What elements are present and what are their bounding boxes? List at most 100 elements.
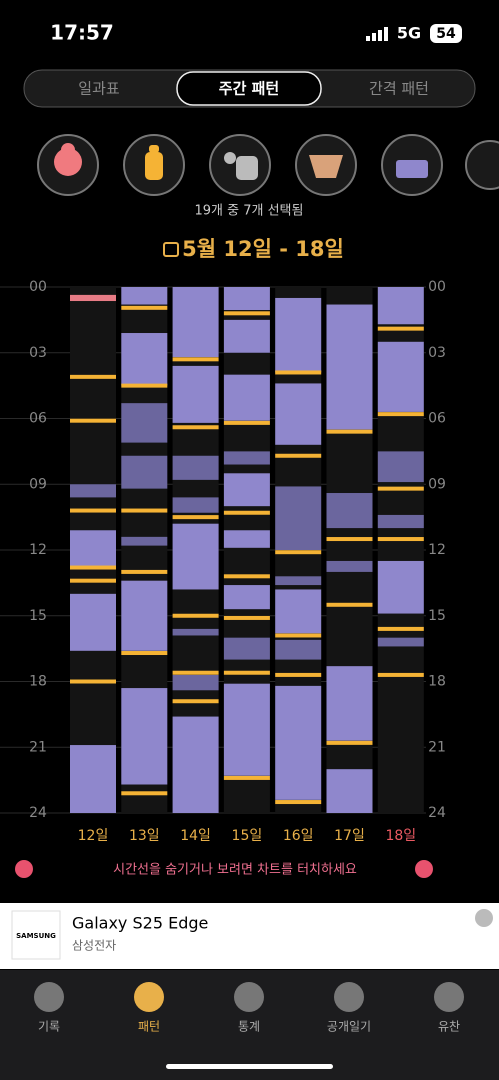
ad-logo [11, 910, 61, 960]
sleep-block [326, 666, 373, 741]
feed-mark [121, 305, 168, 310]
date-range: 5월 12일 - 18일 [182, 237, 344, 261]
feed-mark [121, 508, 168, 513]
sleep-block [275, 297, 322, 373]
y-tick-label: 09 [29, 476, 47, 492]
nap-block [275, 576, 322, 586]
day-label: 17일 [334, 828, 365, 844]
nap-block [377, 514, 424, 529]
y-tick-label: 00 [428, 279, 446, 295]
nap-block [172, 674, 219, 691]
feed-mark [377, 326, 424, 331]
sleep-block [172, 365, 219, 423]
nav-icon[interactable] [334, 982, 364, 1012]
nap-block [70, 484, 116, 498]
nav-icon[interactable] [434, 982, 464, 1012]
clock: 17:57 [50, 21, 114, 45]
ad-brand: SAMSUNG [16, 932, 56, 940]
calendar-icon [163, 242, 179, 257]
y-tick-label: 18 [29, 674, 47, 690]
feed-mark [223, 311, 270, 316]
tab[interactable]: 간격 패턴 [369, 80, 429, 98]
sleep-block [121, 287, 168, 305]
feed-mark [275, 633, 322, 638]
nav-label[interactable]: 공개일기 [327, 1020, 371, 1034]
feed-mark [326, 537, 373, 542]
sleep-block [377, 341, 424, 412]
feed-mark [223, 574, 270, 579]
feed-mark [70, 508, 116, 513]
feed-mark [121, 569, 168, 574]
nav-icon[interactable] [34, 982, 64, 1012]
sleep-block [326, 304, 373, 430]
network: 5G [397, 24, 421, 43]
tab[interactable]: 주간 패턴 [219, 80, 279, 98]
y-tick-label: 06 [428, 411, 446, 427]
y-tick-label: 06 [29, 411, 47, 427]
feed-mark [377, 412, 424, 417]
sleep-block [326, 769, 373, 813]
close-left[interactable] [15, 860, 33, 878]
nap-block [172, 455, 219, 480]
nap-block [326, 493, 373, 529]
nap-block [121, 403, 168, 443]
close-right[interactable] [415, 860, 433, 878]
y-tick-label: 21 [428, 739, 446, 755]
feed-mark [121, 651, 168, 656]
feed-mark [377, 626, 424, 631]
nav-label[interactable]: 유찬 [438, 1019, 460, 1034]
ad-title: Galaxy S25 Edge [72, 914, 208, 933]
sleep-block [223, 287, 270, 311]
feed-mark [377, 486, 424, 491]
sleep-block [121, 688, 168, 785]
tab[interactable]: 일과표 [78, 80, 120, 98]
hint-text: 시간선을 숨기거나 보려면 차트를 터치하세요 [113, 863, 357, 878]
ad-banner[interactable] [0, 903, 499, 969]
ad-info[interactable] [475, 909, 493, 927]
y-tick-label: 12 [428, 542, 446, 558]
active-tab [176, 71, 322, 106]
sleep-block [70, 530, 116, 568]
feed-mark [172, 425, 219, 430]
category-icons [37, 134, 499, 196]
feed-mark [275, 453, 322, 458]
nav-icon[interactable] [234, 982, 264, 1012]
feed-mark [70, 565, 116, 570]
day-label: 16일 [283, 828, 314, 844]
feed-mark [172, 515, 219, 520]
feed-mark [121, 791, 168, 796]
feed-mark [172, 613, 219, 618]
y-tick-label: 00 [29, 279, 47, 295]
nav-label[interactable]: 기록 [38, 1020, 60, 1034]
ad-subtitle: 삼성전자 [72, 939, 116, 953]
feed-mark [275, 672, 322, 677]
nav-label[interactable]: 통계 [238, 1020, 260, 1034]
feed-mark [70, 374, 116, 379]
nap-block [121, 536, 168, 546]
sleep-block [377, 287, 424, 325]
nav-icon[interactable] [134, 982, 164, 1012]
feed-mark [223, 615, 270, 620]
other-block [70, 294, 116, 302]
nap-block [275, 639, 322, 660]
nap-block [172, 628, 219, 636]
feed-mark [70, 578, 116, 583]
feed-mark [377, 537, 424, 542]
signal-icon [366, 27, 388, 41]
y-tick-label: 15 [428, 608, 446, 624]
sleep-block [223, 374, 270, 421]
sleep-block [377, 560, 424, 614]
y-tick-label: 21 [29, 739, 47, 755]
sleep-block [275, 383, 322, 445]
day-label: 12일 [78, 828, 109, 844]
sleep-block [70, 593, 116, 651]
selection-count: 19개 중 7개 선택됨 [195, 204, 304, 219]
y-tick-label: 24 [29, 805, 47, 821]
y-tick-label: 15 [29, 608, 47, 624]
sleep-block [172, 287, 219, 358]
y-tick-label: 09 [428, 476, 446, 492]
sleep-block [223, 473, 270, 507]
feed-mark [275, 550, 322, 555]
feed-mark [223, 510, 270, 515]
nav-label[interactable]: 패턴 [138, 1020, 160, 1034]
